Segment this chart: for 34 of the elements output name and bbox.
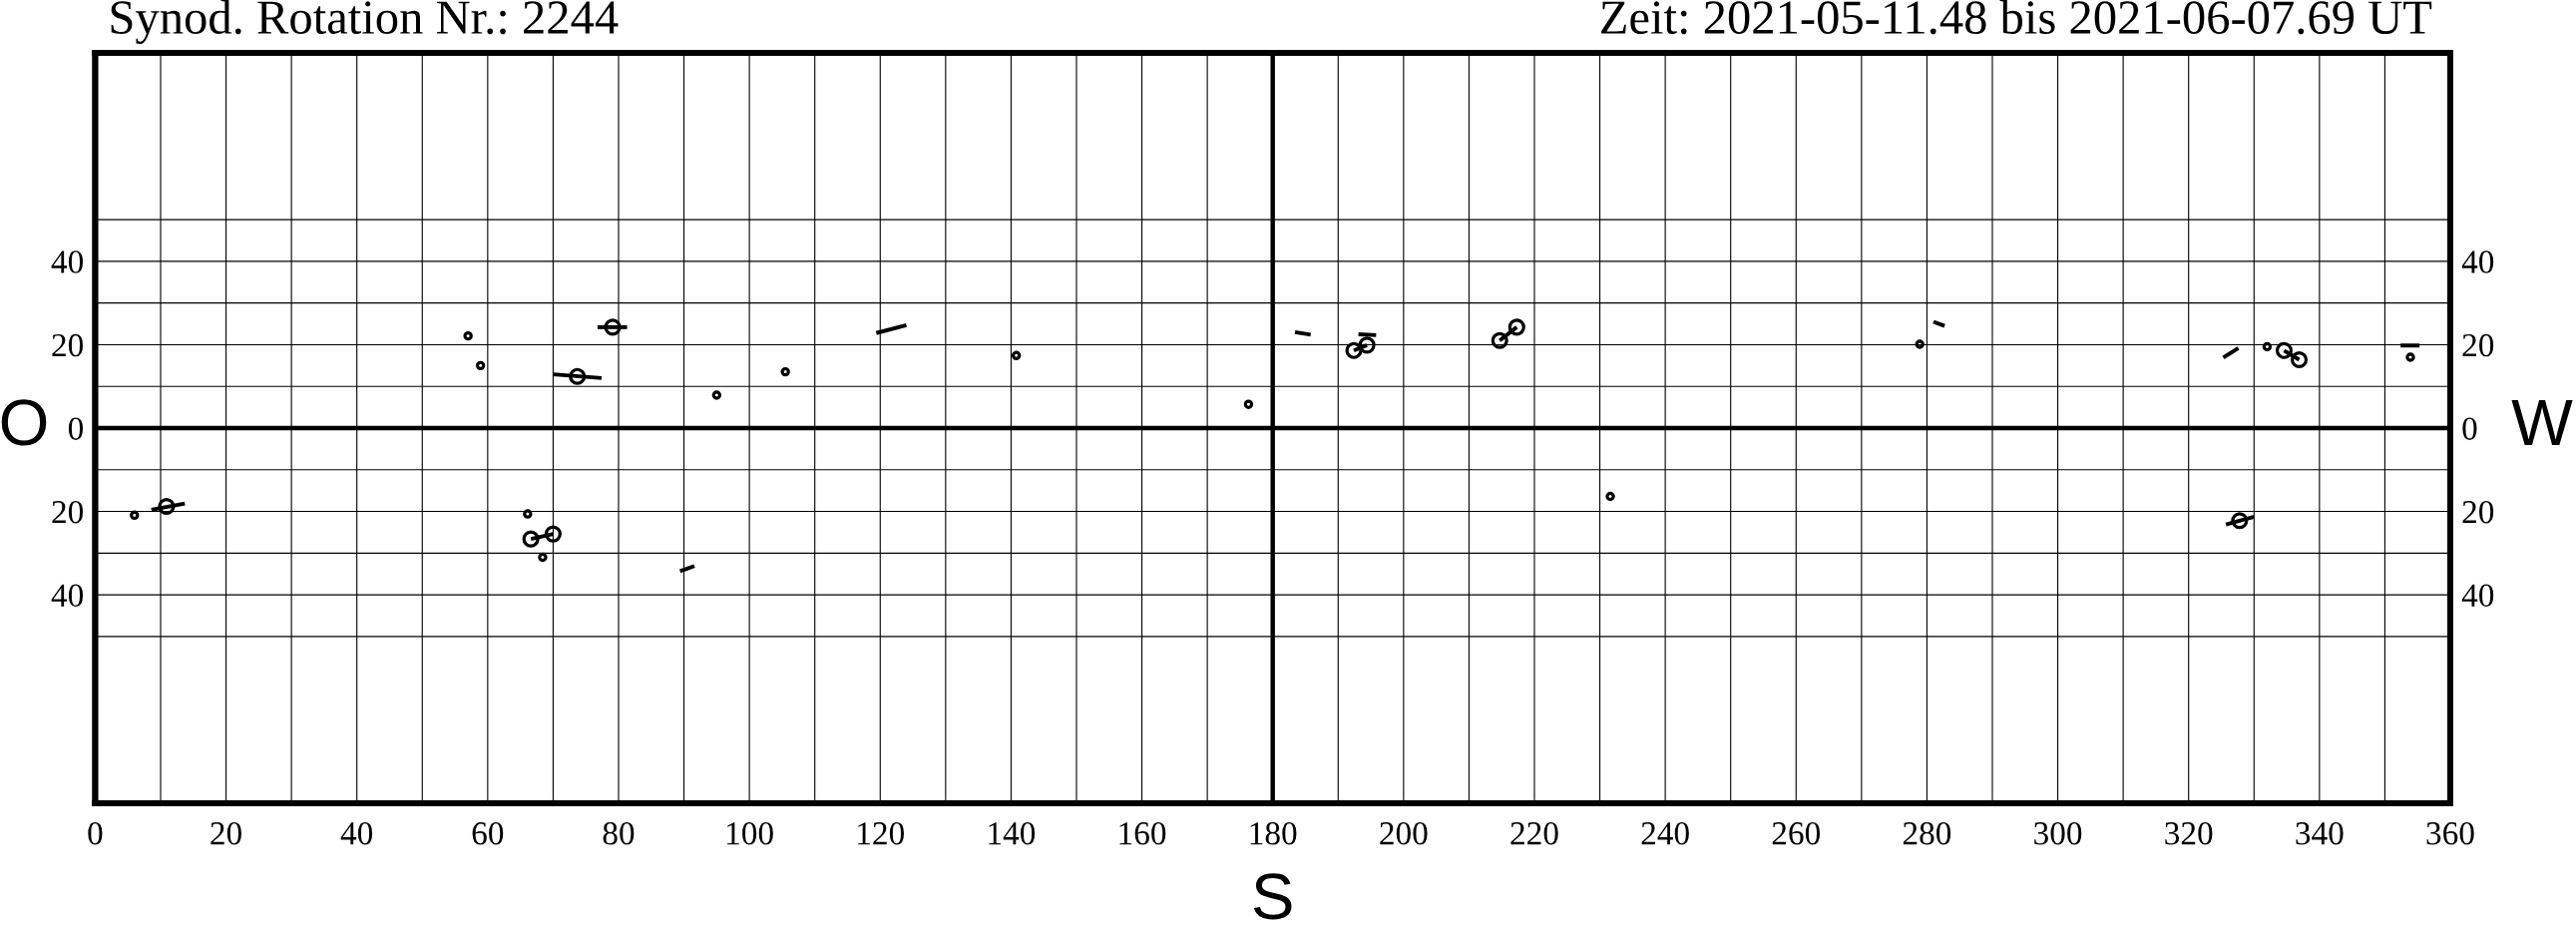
x-tick-label: 20 [211, 822, 241, 845]
y2-tick-label: 0 [2462, 417, 2477, 440]
y-tick-label: 40 [51, 584, 84, 607]
x-axis-title: S [1253, 873, 1292, 920]
x-tick-label: 60 [472, 822, 504, 845]
x-tick-label: 140 [989, 822, 1036, 845]
x-tick-label: 260 [1772, 822, 1821, 845]
y2-tick-label: 40 [2461, 250, 2494, 273]
y-tick-label: 40 [51, 250, 84, 273]
x-tick-label: 40 [340, 822, 373, 845]
x-tick-label: 100 [727, 822, 773, 845]
x-tick-label: 200 [1380, 822, 1428, 845]
y-tick-label: 20 [52, 500, 84, 524]
x-tick-label: 180 [1250, 822, 1297, 845]
x-tick-label: 220 [1510, 822, 1558, 845]
x-tick-label: 280 [1903, 822, 1951, 845]
x-tick-label: 340 [2296, 822, 2344, 845]
x-tick-label: 300 [2034, 822, 2082, 845]
x-tick-label: 0 [88, 822, 103, 845]
x-tick-label: 360 [2426, 822, 2474, 845]
x-tick-label: 160 [1119, 822, 1166, 845]
y-tick-label: 0 [68, 417, 84, 440]
chart-subtitle: Zeit: 2021-05-11.48 bis 2021-06-07.69 UT [1601, 0, 2432, 35]
y-axis-title: O [1, 399, 47, 446]
x-tick-label: 320 [2165, 822, 2213, 845]
y2-axis-title: W [2511, 399, 2573, 445]
chart-title: Synod. Rotation Nr.: 2244 [111, 0, 619, 45]
x-tick-label: 80 [603, 822, 635, 845]
y2-tick-label: 20 [2462, 500, 2494, 524]
x-tick-label: 240 [1641, 822, 1689, 845]
y2-tick-label: 20 [2462, 333, 2494, 357]
x-tick-label: 120 [858, 822, 904, 845]
y2-tick-label: 40 [2461, 584, 2494, 607]
y-tick-label: 20 [52, 333, 84, 357]
